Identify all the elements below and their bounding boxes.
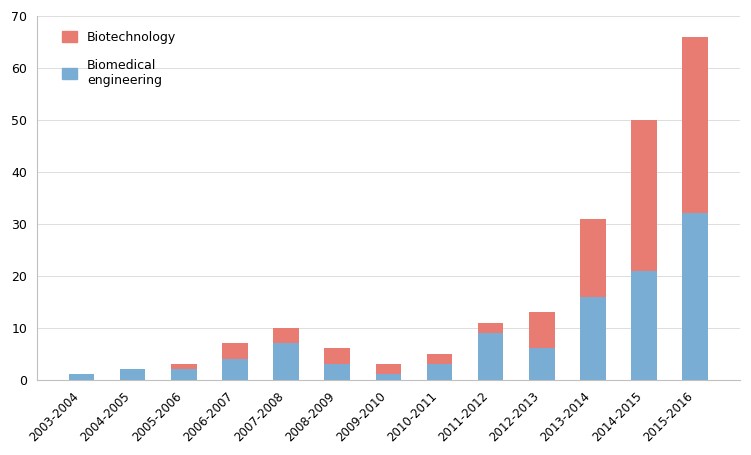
Bar <box>529 312 554 349</box>
Bar <box>69 374 95 379</box>
Bar <box>632 271 657 379</box>
Bar <box>171 364 197 369</box>
Bar <box>376 364 401 374</box>
Bar <box>273 328 299 343</box>
Bar <box>580 219 605 297</box>
Bar <box>171 369 197 379</box>
Legend: Biotechnology, Biomedical
engineering: Biotechnology, Biomedical engineering <box>57 26 182 92</box>
Bar <box>427 364 452 379</box>
Bar <box>324 364 350 379</box>
Bar <box>580 297 605 379</box>
Bar <box>324 349 350 364</box>
Bar <box>632 120 657 271</box>
Bar <box>120 369 146 379</box>
Bar <box>222 359 248 379</box>
Bar <box>683 37 708 213</box>
Bar <box>478 333 503 379</box>
Bar <box>683 213 708 379</box>
Bar <box>222 343 248 359</box>
Bar <box>427 354 452 364</box>
Bar <box>478 323 503 333</box>
Bar <box>273 343 299 379</box>
Bar <box>529 349 554 379</box>
Bar <box>376 374 401 379</box>
